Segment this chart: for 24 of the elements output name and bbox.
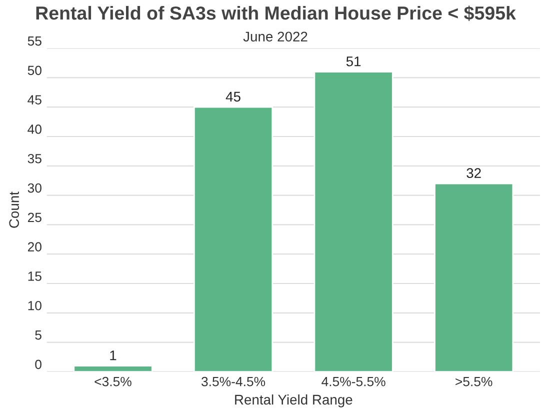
data-label: 1 xyxy=(110,350,116,360)
y-tick-label: 20 xyxy=(28,242,42,252)
x-tick-label: 4.5%-5.5% xyxy=(322,376,386,386)
data-label: 32 xyxy=(466,168,481,178)
x-tick-label: 3.5%-4.5% xyxy=(202,376,266,386)
y-tick-label: 35 xyxy=(28,154,42,164)
x-tick-label: <3.5% xyxy=(94,376,132,386)
y-tick-label: 25 xyxy=(28,212,42,222)
y-tick-label: 0 xyxy=(35,360,42,370)
y-tick-label: 45 xyxy=(28,95,42,104)
x-axis-title: Rental Yield Range xyxy=(235,394,352,408)
y-tick-label: 50 xyxy=(28,66,42,76)
data-label: 45 xyxy=(226,92,240,102)
data-label: 51 xyxy=(346,56,361,66)
chart-subtitle: June 2022 xyxy=(243,32,308,42)
x-tick-label: >5.5% xyxy=(456,376,492,386)
y-tick-label: 30 xyxy=(28,183,42,193)
y-tick-label: 40 xyxy=(28,124,42,134)
y-tick-label: 10 xyxy=(28,300,42,310)
y-tick-label: 15 xyxy=(28,272,42,281)
y-axis-title: Count xyxy=(9,192,19,228)
y-tick-label: 5 xyxy=(35,330,42,340)
chart-title: Rental Yield of SA3s with Median House Price < $595k xyxy=(36,6,516,21)
y-tick-label: 55 xyxy=(28,36,42,46)
